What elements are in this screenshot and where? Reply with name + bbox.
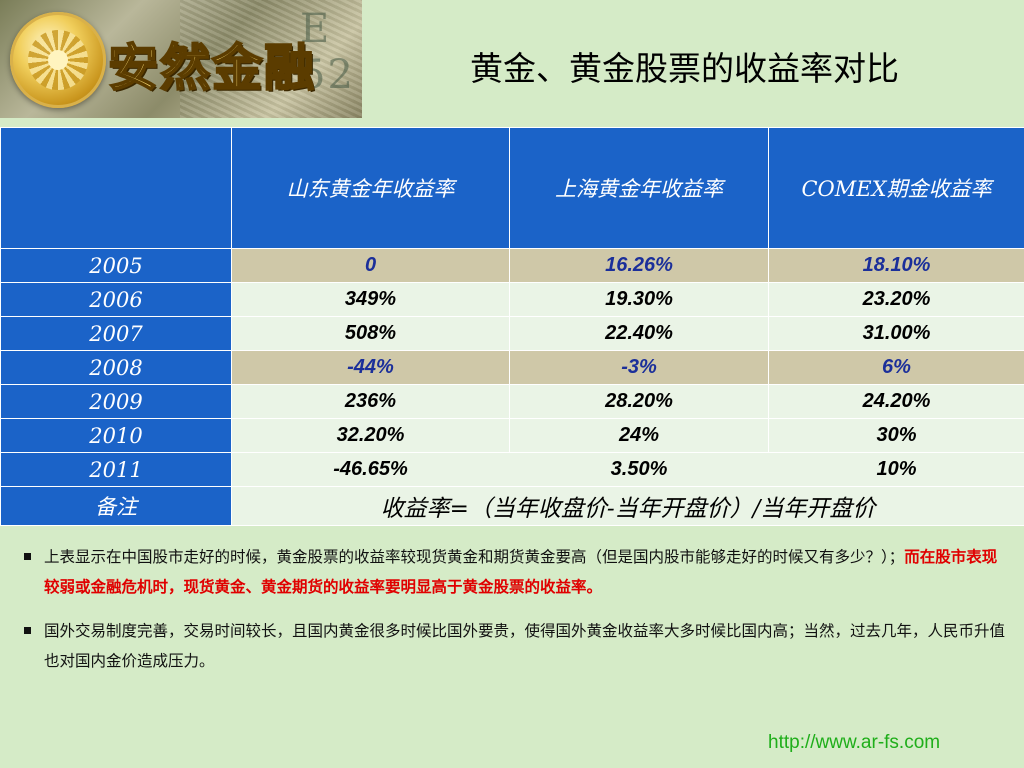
year-cell: 2011 — [0, 452, 232, 487]
shanghai-cell: 3.50% — [509, 452, 769, 487]
shanghai-cell: 16.26% — [509, 248, 769, 283]
table-row: 2007 508% 22.40% 31.00% — [0, 316, 1024, 351]
bullet-text: 国外交易制度完善，交易时间较长，且国内黄金很多时候比国外要贵，使得国外黄金收益率… — [44, 622, 1006, 670]
shandong-cell: -46.65% — [231, 452, 510, 487]
shandong-cell: 508% — [231, 316, 510, 351]
gold-coin-icon — [10, 12, 106, 108]
square-bullet-icon — [24, 553, 31, 560]
table-note-row: 备注 收益率=（当年收盘价-当年开盘价）/当年开盘价 — [0, 486, 1024, 526]
table-row: 2006 349% 19.30% 23.20% — [0, 282, 1024, 317]
header-shandong: 山东黄金年收益率 — [231, 127, 510, 249]
bullet-highlight: 而在股市表现较弱或金融危机时，现货黄金、黄金期货的收益率要明显高于黄金股票的收益… — [44, 548, 998, 596]
table-row: 2005 0 16.26% 18.10% — [0, 248, 1024, 283]
comex-cell: 23.20% — [768, 282, 1024, 317]
bullet-list: 上表显示在中国股市走好的时候，黄金股票的收益率较现货黄金和期货黄金要高（但是国内… — [24, 542, 1008, 690]
shandong-cell: 236% — [231, 384, 510, 419]
table-row: 2011 -46.65% 3.50% 10% — [0, 452, 1024, 487]
header-comex: COMEX期金收益率 — [768, 127, 1024, 249]
year-cell: 2007 — [0, 316, 232, 351]
table-header-row: 山东黄金年收益率 上海黄金年收益率 COMEX期金收益率 — [0, 127, 1024, 249]
company-logo: E 52 安然金融 — [0, 0, 362, 118]
comex-cell: 6% — [768, 350, 1024, 385]
table-row: 2010 32.20% 24% 30% — [0, 418, 1024, 453]
returns-table: 山东黄金年收益率 上海黄金年收益率 COMEX期金收益率 2005 0 16.2… — [0, 127, 1024, 526]
year-cell: 2005 — [0, 248, 232, 283]
bullet-text: 上表显示在中国股市走好的时候，黄金股票的收益率较现货黄金和期货黄金要高（但是国内… — [44, 548, 905, 566]
year-cell: 2010 — [0, 418, 232, 453]
bullet-item: 上表显示在中国股市走好的时候，黄金股票的收益率较现货黄金和期货黄金要高（但是国内… — [24, 542, 1008, 602]
shanghai-cell: 22.40% — [509, 316, 769, 351]
comex-cell: 30% — [768, 418, 1024, 453]
shandong-cell: 349% — [231, 282, 510, 317]
brand-name: 安然金融 — [107, 38, 316, 98]
shandong-cell: 0 — [231, 248, 510, 283]
header-corner — [0, 127, 232, 249]
year-cell: 2008 — [0, 350, 232, 385]
shandong-cell: 32.20% — [231, 418, 510, 453]
banknote-background — [180, 0, 362, 118]
comex-cell: 24.20% — [768, 384, 1024, 419]
footer-url[interactable]: http://www.ar-fs.com — [768, 732, 941, 753]
shanghai-cell: 19.30% — [509, 282, 769, 317]
comex-cell: 31.00% — [768, 316, 1024, 351]
comex-cell: 18.10% — [768, 248, 1024, 283]
year-cell: 2006 — [0, 282, 232, 317]
square-bullet-icon — [24, 627, 31, 634]
shanghai-cell: 28.20% — [509, 384, 769, 419]
shanghai-cell: -3% — [509, 350, 769, 385]
page-title: 黄金、黄金股票的收益率对比 — [470, 49, 899, 88]
banknote-serial: E 52 — [300, 6, 355, 98]
year-cell: 2009 — [0, 384, 232, 419]
comex-cell: 10% — [768, 452, 1024, 487]
shandong-cell: -44% — [231, 350, 510, 385]
bullet-item: 国外交易制度完善，交易时间较长，且国内黄金很多时候比国外要贵，使得国外黄金收益率… — [24, 616, 1008, 676]
table-row: 2009 236% 28.20% 24.20% — [0, 384, 1024, 419]
note-formula: 收益率=（当年收盘价-当年开盘价）/当年开盘价 — [231, 486, 1024, 526]
note-label: 备注 — [0, 486, 232, 526]
shanghai-cell: 24% — [509, 418, 769, 453]
table-row: 2008 -44% -3% 6% — [0, 350, 1024, 385]
header-shanghai: 上海黄金年收益率 — [509, 127, 769, 249]
